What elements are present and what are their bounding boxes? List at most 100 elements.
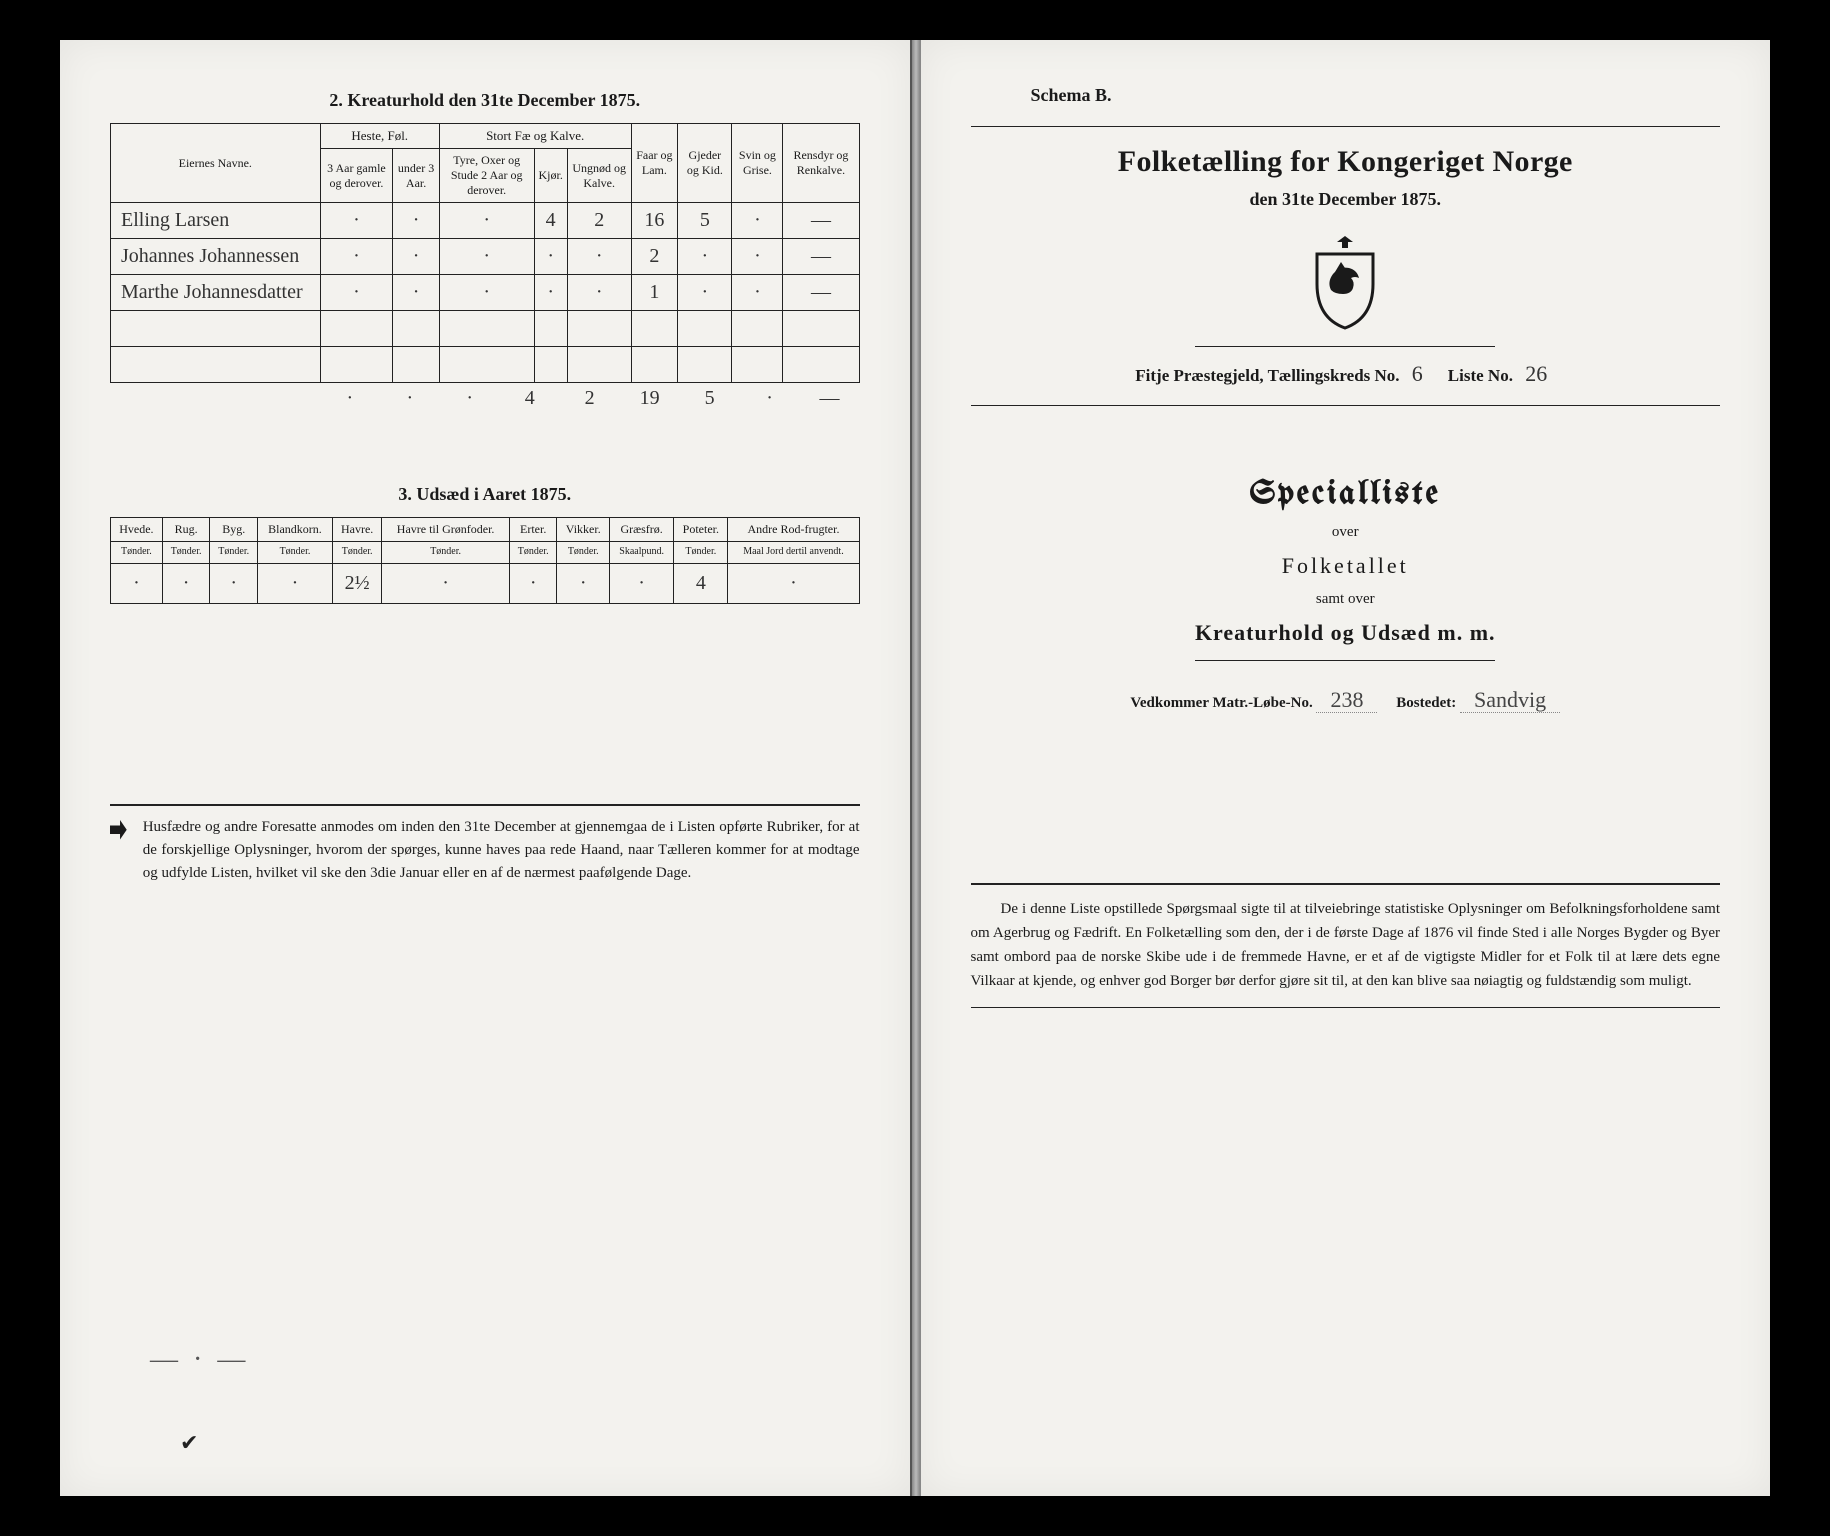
kreds-number: 6 <box>1404 361 1431 386</box>
rule-bottom <box>971 1007 1721 1008</box>
table-row: Elling Larsen···42165·— <box>111 203 860 239</box>
col-horse-a: 3 Aar gamle og derover. <box>320 149 393 203</box>
value-cell: · <box>534 239 567 275</box>
col-goats: Gjeder og Kid. <box>678 124 732 203</box>
schema-label: Schema B. <box>1031 85 1721 106</box>
seed-value-cell: 4 <box>674 563 728 603</box>
value-cell <box>678 347 732 383</box>
value-cell: · <box>320 275 393 311</box>
total-cell: 19 <box>620 383 680 414</box>
total-cell: 4 <box>500 383 560 414</box>
value-cell <box>439 311 534 347</box>
rule-under-crest <box>1195 346 1495 347</box>
value-cell <box>783 347 859 383</box>
parish-line: Fitje Præstegjeld, Tællingskreds No. 6 L… <box>971 361 1721 387</box>
ink-scribble: — · — <box>150 1344 249 1376</box>
value-cell: · <box>393 203 440 239</box>
value-cell <box>439 347 534 383</box>
value-cell: — <box>783 239 859 275</box>
bosted-name: Sandvig <box>1460 687 1560 713</box>
col-owner: Eiernes Navne. <box>111 124 321 203</box>
seed-value-cell: · <box>210 563 258 603</box>
value-cell: — <box>783 275 859 311</box>
matr-line: Vedkommer Matr.-Løbe-No. 238 Bostedet: S… <box>971 687 1721 713</box>
seed-col-header: Blandkorn. <box>258 518 333 542</box>
total-cell: · <box>740 383 800 414</box>
over-label: over <box>971 524 1721 541</box>
total-cell: · <box>320 383 380 414</box>
scanned-document: 2. Kreaturhold den 31te December 1875. E… <box>60 40 1770 1496</box>
total-cell: · <box>380 383 440 414</box>
value-cell: 2 <box>631 239 678 275</box>
col-cattle-c: Ungnød og Kalve. <box>567 149 631 203</box>
value-cell <box>631 347 678 383</box>
value-cell: · <box>732 239 783 275</box>
owner-name-cell <box>111 311 321 347</box>
specialliste-heading: Specialliste <box>971 476 1721 512</box>
seed-col-subheader: Skaalpund. <box>610 542 674 564</box>
seed-table: Hvede.Rug.Byg.Blandkorn.Havre.Havre til … <box>110 517 860 604</box>
col-cattle-a: Tyre, Oxer og Stude 2 Aar og derover. <box>439 149 534 203</box>
owner-name-cell: Marthe Johannesdatter <box>111 275 321 311</box>
value-cell <box>534 347 567 383</box>
value-cell <box>393 347 440 383</box>
seed-value-cell: · <box>258 563 333 603</box>
value-cell <box>393 311 440 347</box>
seed-col-subheader: Tønder. <box>210 542 258 564</box>
seed-col-header: Hvede. <box>111 518 163 542</box>
seed-col-subheader: Tønder. <box>382 542 510 564</box>
value-cell: 1 <box>631 275 678 311</box>
census-title: Folketælling for Kongeriget Norge <box>971 145 1721 179</box>
right-page: Schema B. Folketælling for Kongeriget No… <box>920 40 1771 1496</box>
folketallet-label: Folketallet <box>971 553 1721 579</box>
value-cell: · <box>439 239 534 275</box>
pointing-hand-icon <box>110 816 127 844</box>
total-cell: 5 <box>680 383 740 414</box>
value-cell: 16 <box>631 203 678 239</box>
seed-col-subheader: Tønder. <box>258 542 333 564</box>
value-cell <box>534 311 567 347</box>
seed-col-subheader: Tønder. <box>162 542 210 564</box>
value-cell: · <box>439 275 534 311</box>
value-cell: · <box>534 275 567 311</box>
value-cell: 2 <box>567 203 631 239</box>
seed-value-cell: 2½ <box>332 563 381 603</box>
left-footnote-text: Husfædre og andre Foresatte anmodes om i… <box>143 816 860 886</box>
value-cell <box>567 347 631 383</box>
value-cell: · <box>732 275 783 311</box>
owner-name-cell: Elling Larsen <box>111 203 321 239</box>
value-cell: · <box>732 203 783 239</box>
total-cell: 2 <box>560 383 620 414</box>
col-horse-b: under 3 Aar. <box>393 149 440 203</box>
value-cell: · <box>393 275 440 311</box>
value-cell: 4 <box>534 203 567 239</box>
rule-top <box>971 126 1721 127</box>
value-cell <box>320 347 393 383</box>
col-cattle-b: Kjør. <box>534 149 567 203</box>
value-cell: · <box>567 239 631 275</box>
seed-value-cell: · <box>162 563 210 603</box>
value-cell <box>783 311 859 347</box>
kreaturhold-label: Kreaturhold og Udsæd m. m. <box>971 620 1721 646</box>
seed-col-subheader: Maal Jord dertil anvendt. <box>728 542 859 564</box>
seed-col-header: Andre Rod-frugter. <box>728 518 859 542</box>
value-cell: · <box>567 275 631 311</box>
total-cell: · <box>440 383 500 414</box>
seed-value-cell: · <box>382 563 510 603</box>
value-cell: — <box>783 203 859 239</box>
value-cell <box>678 311 732 347</box>
seed-col-header: Byg. <box>210 518 258 542</box>
col-sheep: Faar og Lam. <box>631 124 678 203</box>
seed-col-subheader: Tønder. <box>509 542 557 564</box>
value-cell: · <box>439 203 534 239</box>
samt-over-label: samt over <box>971 591 1721 608</box>
table-row <box>111 347 860 383</box>
table-row: Marthe Johannesdatter·····1··— <box>111 275 860 311</box>
value-cell <box>732 311 783 347</box>
value-cell <box>320 311 393 347</box>
value-cell: 5 <box>678 203 732 239</box>
right-footnote-text: De i denne Liste opstillede Spørgsmaal s… <box>971 883 1721 993</box>
coat-of-arms-icon <box>1303 232 1387 332</box>
table-row <box>111 311 860 347</box>
value-cell: · <box>320 239 393 275</box>
